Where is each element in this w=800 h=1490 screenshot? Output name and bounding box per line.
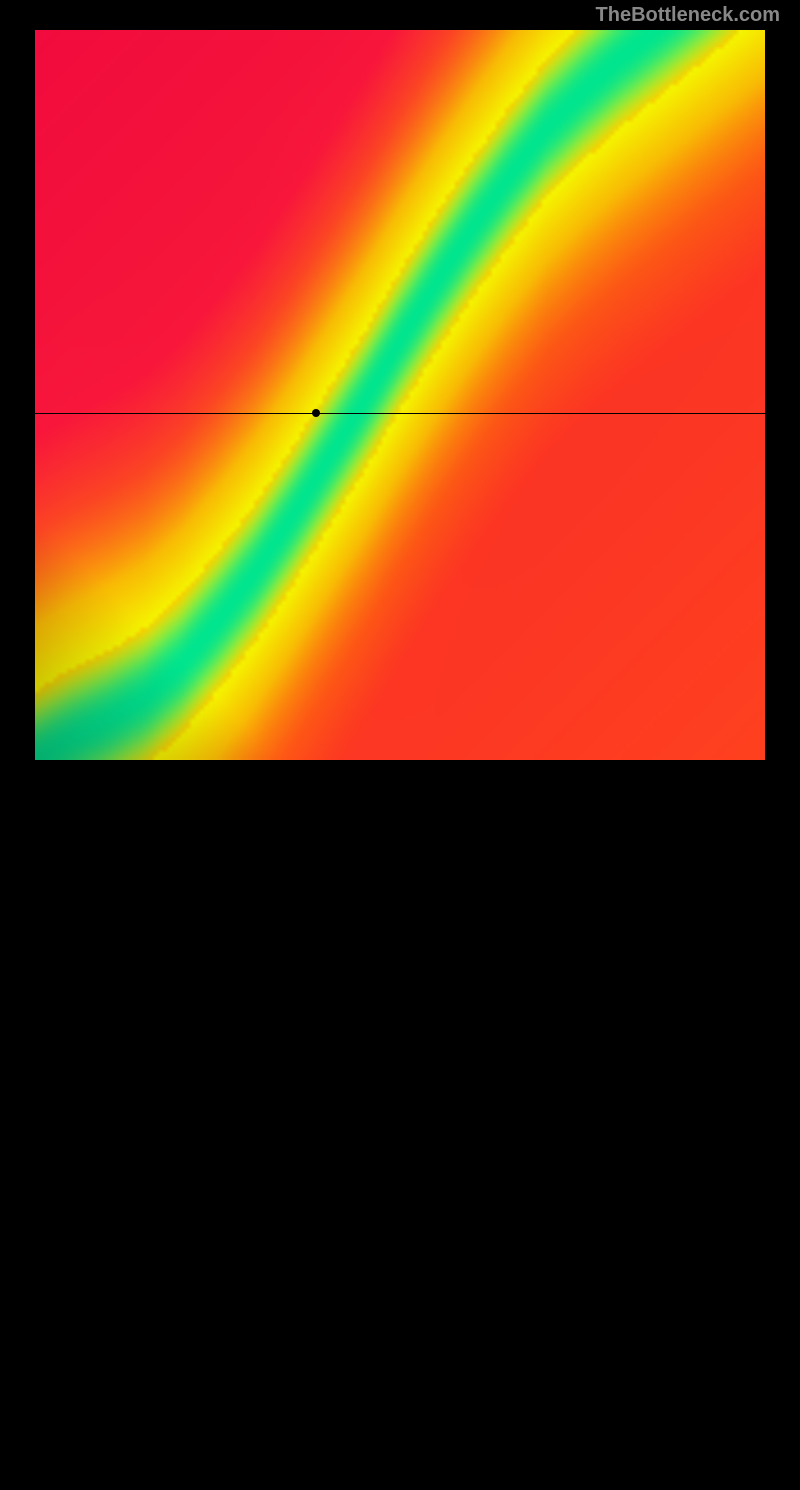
- heatmap-canvas: [35, 30, 765, 760]
- heatmap-plot: [35, 30, 765, 760]
- watermark-text: TheBottleneck.com: [596, 4, 780, 27]
- selected-point-marker: [312, 409, 320, 417]
- crosshair-horizontal: [35, 413, 765, 414]
- crosshair-vertical: [316, 760, 317, 1490]
